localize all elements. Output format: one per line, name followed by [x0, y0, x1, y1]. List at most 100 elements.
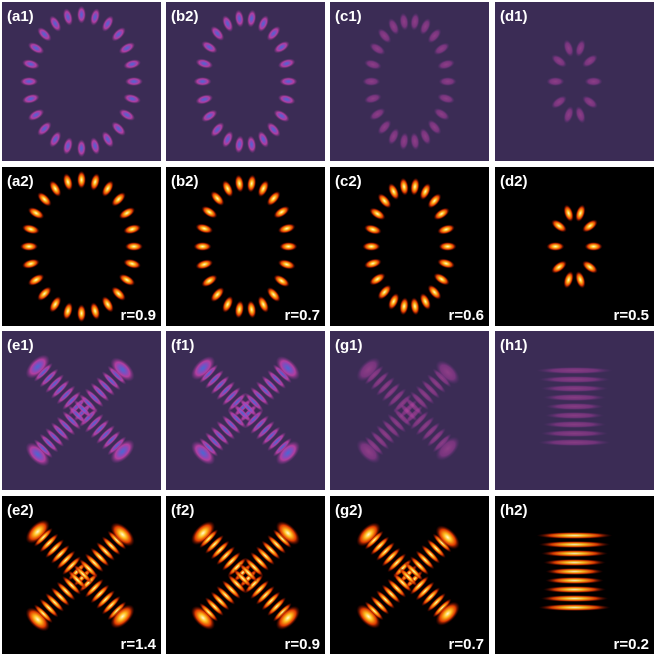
lobe: [575, 204, 586, 222]
lobe: [216, 546, 236, 566]
lobe: [79, 393, 99, 413]
lobe: [79, 558, 99, 578]
lobe: [538, 439, 611, 446]
lobe: [233, 568, 253, 588]
pattern: [362, 177, 457, 316]
lobe: [273, 205, 290, 219]
lobe: [22, 93, 40, 104]
lobe: [261, 591, 281, 611]
panel-label: (g2): [335, 502, 363, 519]
lobe: [39, 433, 59, 453]
lobe: [427, 193, 442, 209]
lobe: [37, 27, 52, 42]
lobe: [437, 59, 455, 70]
lobe: [426, 592, 446, 612]
lobe: [191, 605, 216, 630]
lobe: [49, 15, 62, 32]
lobe: [409, 556, 429, 576]
lobe: [199, 529, 219, 549]
lobe: [39, 533, 59, 553]
lobe: [421, 379, 441, 399]
lobe: [584, 77, 603, 86]
lobe: [435, 601, 460, 626]
lobe: [250, 551, 270, 571]
lobe: [551, 54, 567, 68]
lobe: [563, 39, 574, 57]
pattern: [25, 519, 135, 632]
lobe: [275, 440, 300, 465]
lobe: [101, 536, 121, 556]
panel-bg: [330, 2, 489, 161]
lobe: [49, 131, 62, 148]
pattern: [191, 356, 300, 465]
lobe: [399, 297, 409, 316]
lobe: [110, 357, 135, 382]
lobe: [222, 130, 234, 148]
lobe: [433, 108, 450, 121]
lobe: [387, 578, 407, 598]
lobe: [227, 574, 247, 594]
lobe: [199, 437, 219, 457]
lobe: [404, 396, 424, 416]
lobe: [563, 271, 574, 289]
lobe: [255, 420, 275, 440]
lobe: [195, 223, 214, 234]
pattern: [362, 12, 457, 151]
lobe: [255, 546, 275, 566]
lobe: [369, 42, 386, 55]
panel: (e1): [2, 331, 161, 490]
lobe: [191, 356, 216, 381]
lobe: [546, 77, 565, 86]
lobe: [90, 302, 101, 320]
r-label: r=0.9: [285, 636, 320, 653]
lobe: [369, 108, 386, 121]
panel: (f2) r=0.9: [166, 496, 325, 654]
lobe: [90, 382, 110, 402]
lobe: [545, 577, 604, 584]
lobe: [244, 392, 264, 412]
lobe: [370, 595, 390, 615]
lobe: [364, 601, 384, 621]
lobe: [277, 58, 296, 69]
lobe: [435, 436, 460, 461]
lobe: [250, 415, 270, 435]
lobe: [377, 28, 392, 44]
lobe: [266, 122, 281, 137]
lobe: [255, 585, 275, 605]
lobe: [364, 224, 382, 235]
lobe: [22, 59, 40, 70]
lobe: [582, 54, 598, 68]
lobe: [118, 207, 136, 220]
lobe: [62, 137, 73, 155]
lobe: [257, 295, 269, 313]
lobe: [193, 77, 212, 86]
lobe: [410, 297, 420, 316]
lobe: [111, 286, 126, 301]
pattern: [25, 354, 135, 467]
lobe: [370, 536, 390, 556]
lobe: [415, 385, 435, 405]
lobe: [201, 40, 218, 54]
lobe: [277, 223, 296, 234]
lobe: [410, 132, 420, 151]
lobe: [27, 42, 45, 55]
pattern: [356, 357, 460, 464]
lobe: [438, 77, 457, 86]
lobe: [191, 521, 216, 546]
lobe: [25, 442, 50, 467]
lobe: [377, 193, 392, 209]
lobe: [193, 242, 212, 251]
lobe: [536, 532, 613, 539]
lobe: [277, 94, 296, 105]
lobe: [267, 597, 287, 617]
pattern: [191, 521, 300, 630]
pattern: [20, 5, 143, 158]
lobe: [201, 274, 218, 288]
lobe: [364, 258, 382, 269]
lobe: [73, 564, 93, 584]
lobe: [437, 258, 455, 269]
panel: (h1): [495, 331, 654, 490]
lobe: [210, 191, 225, 206]
lobe: [541, 385, 608, 392]
